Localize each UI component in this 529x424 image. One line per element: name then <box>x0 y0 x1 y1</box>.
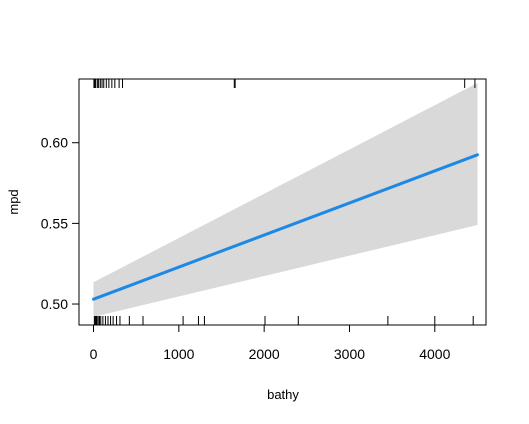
plot-frame <box>78 78 487 326</box>
y-axis: 0.50 0.55 0.60 <box>41 135 79 312</box>
x-tick-label: 2000 <box>249 346 280 362</box>
fit-line <box>92 153 479 301</box>
x-tick-label: 4000 <box>419 346 450 362</box>
y-axis-title: mpd <box>6 189 21 214</box>
x-tick-label: 0 <box>90 346 98 362</box>
x-axis-title: bathy <box>267 387 299 402</box>
x-tick-label: 1000 <box>163 346 194 362</box>
x-axis: 0 1000 2000 3000 4000 <box>90 325 451 362</box>
plot-area <box>92 79 479 325</box>
y-tick-label: 0.55 <box>41 215 68 231</box>
x-tick-label: 3000 <box>334 346 365 362</box>
y-tick-label: 0.50 <box>41 296 68 312</box>
y-tick-label: 0.60 <box>41 135 68 151</box>
confidence-band <box>93 83 478 317</box>
